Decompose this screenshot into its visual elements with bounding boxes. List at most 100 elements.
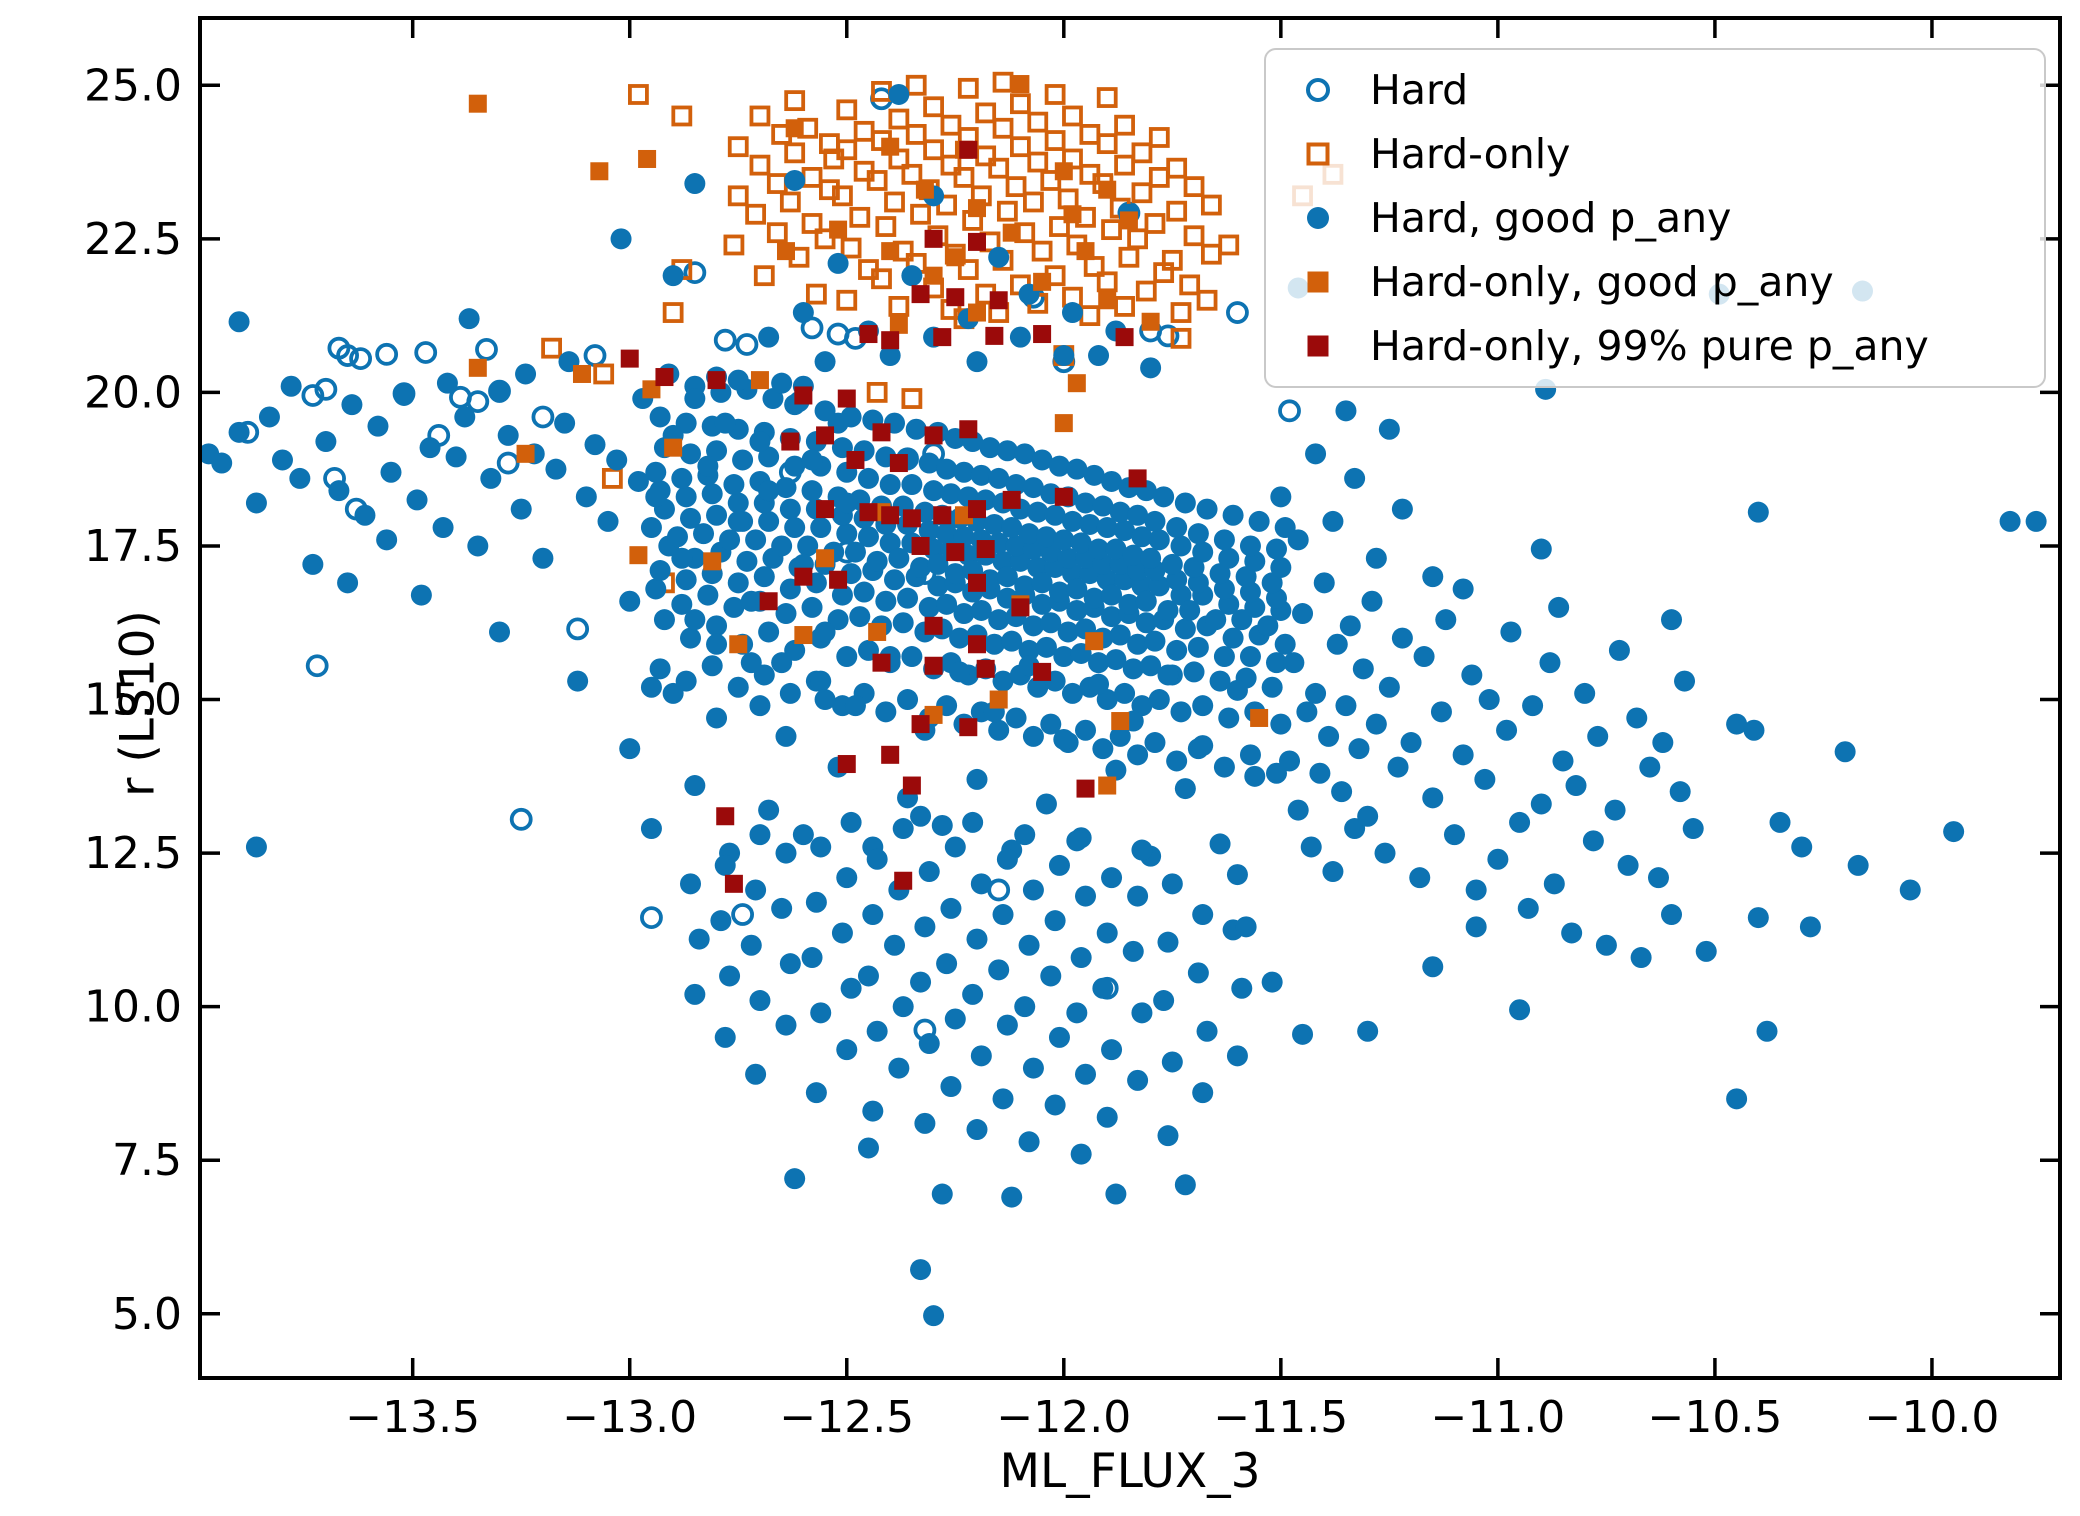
data-point-hard_only_good bbox=[1098, 291, 1117, 310]
data-point-hard_only bbox=[801, 213, 823, 234]
data-point-hard_only_pure bbox=[911, 715, 930, 734]
data-point-hard_good bbox=[996, 848, 1018, 870]
data-point-hard bbox=[987, 878, 1011, 902]
data-point-hard_only bbox=[871, 268, 892, 290]
data-point-hard_good bbox=[1331, 781, 1353, 803]
data-point-hard_good bbox=[1066, 599, 1088, 621]
data-point-hard_good bbox=[944, 836, 966, 858]
data-point-hard_good bbox=[1899, 879, 1921, 901]
data-point-hard_good bbox=[662, 265, 684, 287]
legend-item-hard-only-good: Hard-only, good p_any bbox=[1266, 251, 2044, 313]
data-point-hard_good bbox=[1552, 750, 1574, 772]
data-point-hard_good bbox=[489, 621, 511, 643]
data-point-hard_good bbox=[1053, 345, 1075, 367]
data-point-hard_good bbox=[228, 421, 250, 443]
data-point-hard_good bbox=[1096, 1106, 1118, 1128]
data-point-hard_only bbox=[910, 203, 931, 225]
data-point-hard_good bbox=[1053, 646, 1075, 668]
data-point-hard_good bbox=[1061, 302, 1083, 324]
y-tick-label: 22.5 bbox=[84, 214, 182, 265]
data-point-hard_good bbox=[1222, 504, 1244, 526]
data-point-hard_good bbox=[1127, 885, 1149, 907]
data-point-hard_good bbox=[380, 461, 402, 483]
data-point-hard_good bbox=[1161, 1051, 1183, 1073]
data-point-hard_only bbox=[992, 117, 1014, 139]
data-point-hard_only bbox=[1049, 216, 1070, 237]
data-point-hard_good bbox=[1192, 1082, 1214, 1104]
data-point-hard_only_good bbox=[924, 266, 943, 285]
data-point-hard_good bbox=[1001, 630, 1023, 652]
data-point-hard_only bbox=[1040, 170, 1062, 191]
data-point-hard bbox=[475, 338, 498, 361]
data-point-hard_only_pure bbox=[967, 573, 986, 592]
data-point-hard_good bbox=[1131, 695, 1153, 717]
data-point-hard_good bbox=[1226, 864, 1248, 886]
data-point-hard_good bbox=[1066, 578, 1088, 600]
data-point-hard_good bbox=[810, 670, 832, 692]
data-point-hard_good bbox=[740, 590, 762, 612]
data-point-hard_good bbox=[1196, 1020, 1218, 1042]
data-point-hard_good bbox=[1048, 854, 1070, 876]
series-hard_good bbox=[198, 83, 2047, 1327]
data-point-hard_only bbox=[727, 185, 749, 207]
data-point-hard_good bbox=[1430, 701, 1452, 723]
data-point-hard_good bbox=[1639, 756, 1661, 778]
data-point-hard_good bbox=[758, 446, 780, 468]
data-point-hard_only_pure bbox=[946, 543, 965, 562]
data-point-hard_good bbox=[1196, 498, 1218, 520]
data-point-hard_good bbox=[1170, 535, 1192, 557]
data-point-hard_good bbox=[914, 916, 936, 938]
data-point-hard_only bbox=[1148, 127, 1170, 148]
data-point-hard_good bbox=[918, 861, 940, 883]
data-point-hard_only bbox=[1023, 191, 1044, 213]
data-point-hard_good bbox=[1565, 775, 1587, 797]
data-point-hard_good bbox=[706, 440, 728, 462]
data-point-hard_only bbox=[836, 289, 858, 311]
data-point-hard_good bbox=[1135, 590, 1157, 612]
data-point-hard_good bbox=[1943, 821, 1965, 843]
data-point-hard_only bbox=[957, 259, 979, 280]
open-square-marker-icon bbox=[1266, 130, 1370, 178]
data-point-hard_good bbox=[853, 581, 875, 603]
data-point-hard_good bbox=[1595, 934, 1617, 956]
data-point-hard_only_good bbox=[572, 364, 591, 383]
data-point-hard_good bbox=[1287, 529, 1309, 551]
data-point-hard_good bbox=[866, 1020, 888, 1042]
data-point-hard_good bbox=[901, 265, 923, 287]
data-point-hard_good bbox=[1413, 646, 1435, 668]
data-point-hard_good bbox=[931, 814, 953, 836]
data-point-hard_good bbox=[1378, 418, 1400, 440]
data-point-hard_good bbox=[827, 252, 849, 274]
data-point-hard_only_pure bbox=[911, 536, 930, 555]
data-point-hard bbox=[336, 344, 359, 367]
data-point-hard_good bbox=[910, 1259, 932, 1281]
data-point-hard_good bbox=[653, 609, 675, 631]
data-point-hard_good bbox=[1135, 612, 1157, 634]
data-point-hard_only_pure bbox=[959, 140, 978, 159]
data-point-hard_only bbox=[753, 265, 775, 287]
data-point-hard_only_pure bbox=[933, 506, 952, 525]
data-point-hard_only bbox=[749, 154, 771, 176]
data-point-hard_good bbox=[1057, 621, 1079, 643]
open-circle-marker-icon bbox=[1266, 66, 1370, 114]
data-point-hard_good bbox=[1053, 529, 1075, 551]
data-point-hard_only bbox=[888, 296, 910, 317]
data-point-hard_good bbox=[749, 824, 771, 846]
data-point-hard_only_good bbox=[1002, 223, 1021, 242]
data-point-hard_only_good bbox=[1250, 708, 1269, 727]
data-point-hard_good bbox=[1834, 741, 1856, 763]
data-point-hard_good bbox=[1105, 1183, 1127, 1205]
data-point-hard_good bbox=[1174, 492, 1196, 514]
data-point-hard_only bbox=[866, 381, 888, 403]
data-point-hard_good bbox=[1092, 977, 1114, 999]
data-point-hard_only_pure bbox=[759, 592, 778, 611]
data-point-hard_good bbox=[831, 584, 853, 606]
data-point-hard_good bbox=[1122, 940, 1144, 962]
data-point-hard_good bbox=[1105, 759, 1127, 781]
data-point-hard_only_pure bbox=[881, 331, 900, 350]
data-point-hard_good bbox=[671, 593, 693, 615]
data-point-hard_good bbox=[684, 388, 706, 410]
data-point-hard_good bbox=[454, 406, 476, 428]
data-point-hard_good bbox=[805, 891, 827, 913]
data-point-hard_good bbox=[1183, 661, 1205, 683]
